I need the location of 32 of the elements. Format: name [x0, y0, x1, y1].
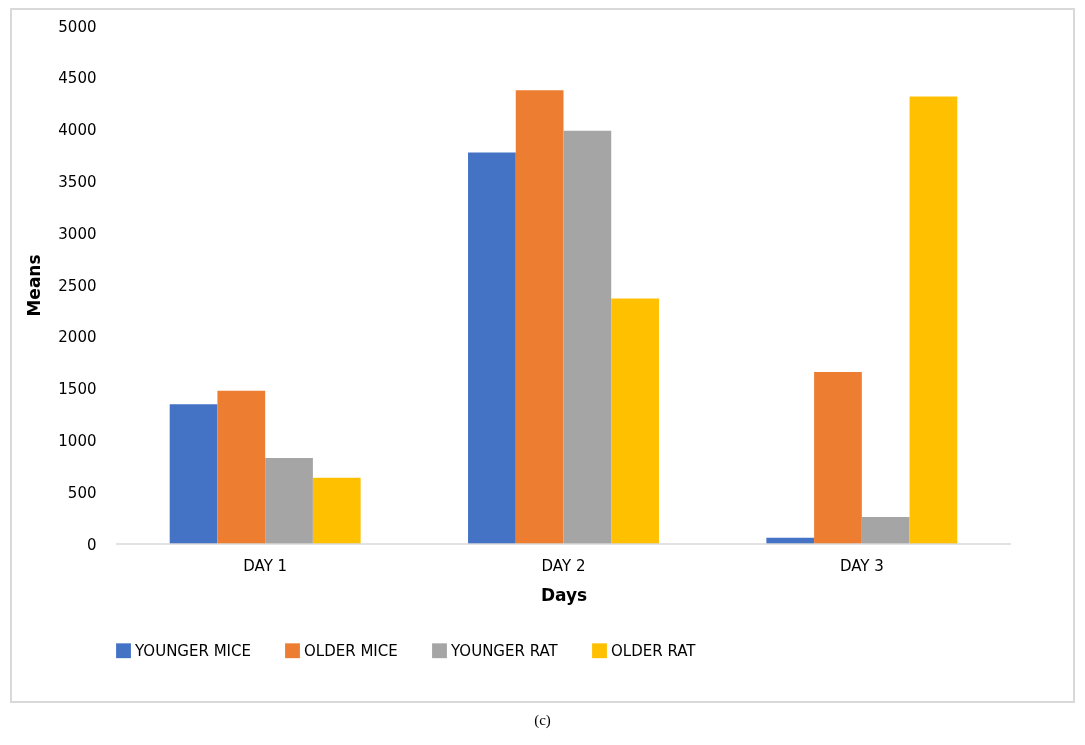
bar — [312, 477, 361, 544]
y-tick-label: 0 — [86, 535, 97, 554]
x-axis-title: Days — [540, 584, 588, 605]
bar — [814, 372, 862, 544]
bar — [169, 404, 218, 544]
y-tick-label: 3000 — [58, 224, 97, 243]
y-tick-label: 1500 — [58, 380, 97, 399]
bar — [611, 298, 659, 544]
x-tick-label: DAY 3 — [839, 556, 884, 575]
x-tick-label: DAY 2 — [541, 556, 586, 575]
bar — [909, 96, 958, 544]
y-tick-label: 4000 — [58, 121, 97, 140]
bar — [515, 90, 564, 544]
y-tick-label: 2000 — [58, 328, 97, 347]
y-tick-label: 2500 — [58, 276, 97, 295]
y-tick-label: 3500 — [58, 172, 97, 191]
bar — [265, 458, 313, 544]
x-tick-label: DAY 1 — [243, 556, 288, 575]
y-tick-label: 4500 — [58, 69, 97, 88]
text: (c) — [533, 712, 552, 729]
bar — [217, 390, 266, 544]
y-tick-label: 1000 — [58, 431, 97, 450]
y-axis-title: Means — [24, 254, 45, 317]
bar — [468, 152, 516, 544]
legend-label: OLDER RAT — [611, 641, 697, 660]
bar — [861, 517, 910, 544]
y-tick-label: 5000 — [58, 17, 97, 36]
y-tick-label: 500 — [67, 483, 97, 502]
legend-label: YOUNGER MICE — [134, 641, 251, 660]
legend-label: YOUNGER RAT — [450, 641, 559, 660]
bar — [563, 130, 612, 544]
legend-label: OLDER MICE — [304, 641, 398, 660]
